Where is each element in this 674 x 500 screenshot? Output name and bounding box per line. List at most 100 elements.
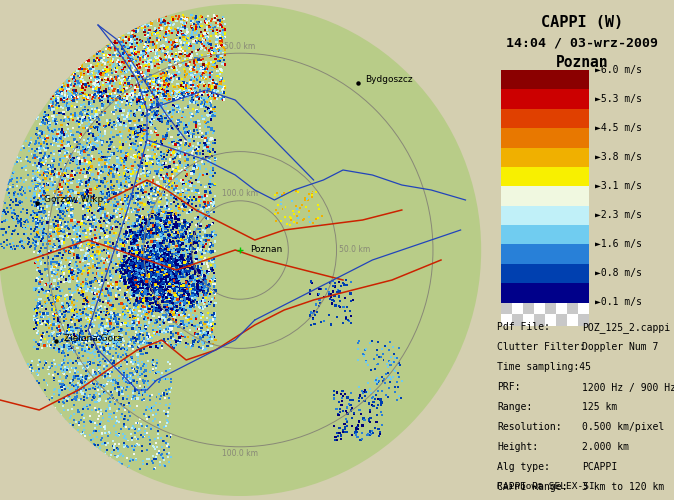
Point (156, 259, 166, 267)
Point (51, 133, 61, 141)
Point (131, 284, 142, 292)
Point (137, 457, 148, 465)
Point (161, 56, 172, 64)
Point (105, 410, 116, 418)
Point (194, 268, 205, 276)
Point (49, 32, 60, 40)
Point (111, 292, 121, 300)
Point (381, 360, 392, 368)
Point (131, 367, 142, 375)
Point (82, 247, 93, 255)
Point (161, 264, 172, 272)
Point (373, 338, 384, 345)
Point (129, 39, 140, 47)
Point (83, 343, 94, 351)
Point (210, 276, 220, 284)
Point (204, 338, 214, 345)
Point (109, 14, 119, 22)
Point (64, 302, 75, 310)
Point (100, 110, 111, 118)
Point (151, 269, 162, 277)
Point (152, 29, 163, 37)
Point (149, 94, 160, 102)
Point (363, 430, 373, 438)
Point (173, 24, 183, 32)
Point (36, 100, 47, 108)
Point (152, 268, 163, 276)
Point (135, 100, 146, 108)
Point (115, 130, 125, 138)
Point (137, 110, 148, 118)
Point (38, 310, 49, 318)
Point (34, 232, 44, 240)
Point (137, 278, 148, 285)
Point (166, 214, 177, 222)
Point (61, 256, 71, 264)
Point (157, 228, 168, 236)
Point (134, 244, 145, 252)
Point (189, 162, 200, 170)
Point (39, 230, 50, 238)
Point (142, 154, 152, 162)
Point (151, 342, 162, 350)
Point (80, 106, 90, 114)
Point (142, 21, 153, 29)
Point (40, 154, 51, 162)
Point (21, 176, 32, 184)
Point (62, 340, 73, 348)
Point (196, 264, 207, 272)
Point (44, 162, 55, 170)
Point (71, 112, 82, 120)
Point (165, 269, 176, 277)
Point (209, 88, 220, 96)
Point (123, 36, 133, 44)
Point (144, 260, 155, 268)
Point (40, 386, 51, 394)
Point (214, 46, 224, 54)
Point (135, 265, 146, 273)
Point (133, 260, 144, 268)
Point (309, 308, 319, 316)
Point (192, 98, 203, 106)
Point (128, 257, 139, 265)
Point (133, 230, 144, 238)
Point (138, 214, 149, 222)
Point (51, 118, 62, 126)
Point (124, 382, 135, 390)
Point (160, 93, 171, 101)
Point (158, 232, 169, 240)
Point (187, 206, 197, 214)
Point (180, 71, 191, 79)
Point (3, 178, 14, 186)
Point (75, 148, 86, 156)
Point (88, 138, 98, 146)
Point (145, 249, 156, 257)
Point (211, 42, 222, 50)
Point (75, 439, 86, 447)
Point (108, 29, 119, 37)
Point (204, 46, 214, 54)
Point (137, 21, 148, 29)
Point (57, 15, 68, 23)
Point (76, 270, 87, 278)
Point (106, 40, 117, 48)
Point (149, 262, 160, 270)
Point (187, 258, 197, 266)
Point (276, 200, 286, 207)
Point (15, 154, 26, 162)
Point (172, 260, 183, 268)
Point (146, 30, 157, 38)
Point (154, 153, 165, 161)
Point (211, 52, 222, 60)
Point (151, 260, 162, 268)
Point (94, 398, 104, 406)
Point (144, 167, 155, 175)
Point (120, 252, 131, 260)
Point (132, 232, 143, 239)
Point (82, 32, 93, 40)
Point (178, 262, 189, 270)
Point (63, 77, 74, 85)
Point (209, 103, 220, 111)
Point (115, 179, 126, 187)
Point (188, 338, 199, 345)
